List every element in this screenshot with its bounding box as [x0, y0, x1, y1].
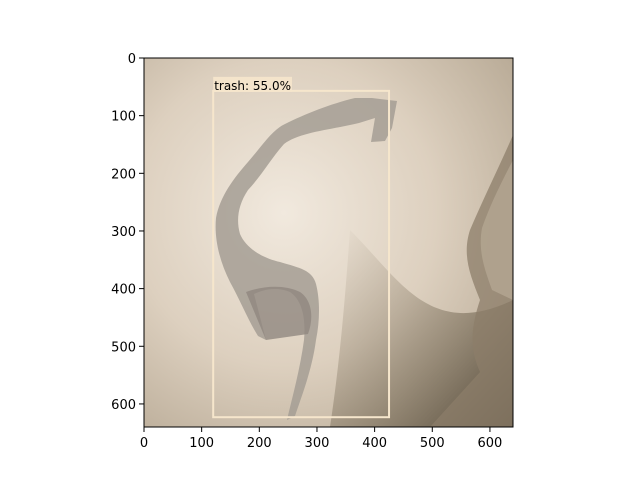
x-tick-label: 300 [305, 436, 330, 451]
y-tick-label: 400 [111, 283, 136, 298]
x-tick-label: 200 [247, 436, 272, 451]
x-tick-label: 0 [140, 436, 148, 451]
detection: trash: 55.0% [212, 76, 391, 419]
x-axis: 0 100 200 300 400 500 600 [140, 427, 502, 451]
y-axis: 0 100 200 300 400 500 600 [111, 52, 144, 413]
axes-frame [143, 57, 514, 428]
detection-label: trash: 55.0% [214, 79, 291, 93]
y-tick-label: 500 [111, 340, 136, 355]
x-tick-label: 500 [420, 436, 445, 451]
y-tick-label: 100 [111, 110, 136, 125]
trash-fold [246, 286, 312, 340]
x-tick-label: 400 [362, 436, 387, 451]
y-tick-label: 300 [111, 225, 136, 240]
trash-object [215, 98, 397, 420]
y-tick-label: 0 [128, 52, 136, 67]
x-tick-label: 100 [189, 436, 214, 451]
shadow-region [330, 230, 513, 427]
detection-box [212, 89, 391, 419]
y-tick-label: 200 [111, 167, 136, 182]
paper-fold-right [480, 160, 513, 300]
photo [144, 58, 513, 427]
y-tick-label: 600 [111, 398, 136, 413]
x-tick-label: 600 [478, 436, 503, 451]
detection-label-background [213, 76, 293, 92]
